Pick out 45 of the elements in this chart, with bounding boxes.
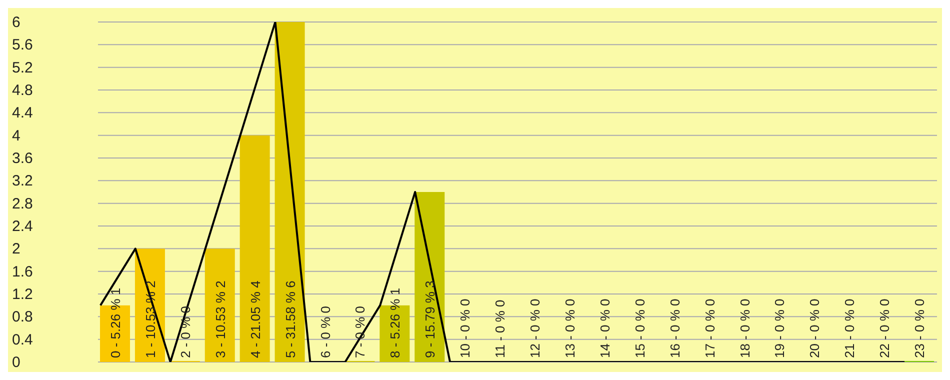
bar [204,248,235,362]
data-label: 18 - 0 % 0 [737,298,752,358]
y-tick-label: 5.6 [12,36,33,54]
data-label: 2 - 0 % 0 [178,306,193,358]
y-tick-label: 5.2 [12,59,33,76]
data-label: 22 - 0 % 0 [877,298,892,358]
y-tick-label: 4 [12,127,20,144]
y-tick-label: 3.2 [12,172,33,190]
y-tick-label: 2.8 [12,195,33,212]
y-tick-label: 2 [12,240,20,258]
y-tick-label: 6 [12,14,20,31]
data-label: 5 - 31.58 % 6 [282,280,298,358]
data-label: 11 - 0 % 0 [492,300,508,358]
y-tick-label: 4.4 [12,104,33,122]
y-tick-label: 2.4 [12,218,33,235]
data-label: 23 - 0 % 0 [912,298,928,358]
data-label: 0 - 5.26 % 1 [108,288,123,358]
y-tick-label: 1.6 [12,263,33,280]
data-label: 15 - 0 % 0 [632,298,648,358]
data-label: 16 - 0 % 0 [667,298,682,358]
data-label: 3 - 10.53 % 2 [212,280,228,358]
y-tick-label: 4.8 [12,82,33,99]
y-tick-label: 0.4 [12,331,33,348]
data-label: 19 - 0 % 0 [772,298,788,358]
y-tick-label: 1.2 [12,286,33,303]
data-label: 7 - 0 % 0 [352,306,368,358]
data-label: 1 - 10.53 % 2 [142,280,158,358]
data-label: 21 - 0 % 0 [842,298,858,358]
y-tick-label: 3.6 [12,150,33,167]
data-label: 6 - 0 % 0 [318,306,333,358]
data-label: 9 - 15.79 % 3 [422,280,438,358]
data-label: 17 - 0 % 0 [702,298,718,358]
data-label: 4 - 21.05 % 4 [248,280,263,358]
line-series [99,22,906,362]
bar [274,22,305,362]
data-label: 20 - 0 % 0 [807,298,822,358]
data-label: 14 - 0 % 0 [597,298,612,358]
data-label: 12 - 0 % 0 [528,298,542,358]
data-label: 10 - 0 % 0 [458,298,473,358]
bar [240,135,270,362]
data-label: 8 - 5.26 % 1 [388,288,403,358]
y-tick-label: 0.8 [12,308,33,326]
y-tick-label: 0 [12,354,20,371]
bar [414,192,445,362]
data-label: 13 - 0 % 0 [562,298,578,358]
